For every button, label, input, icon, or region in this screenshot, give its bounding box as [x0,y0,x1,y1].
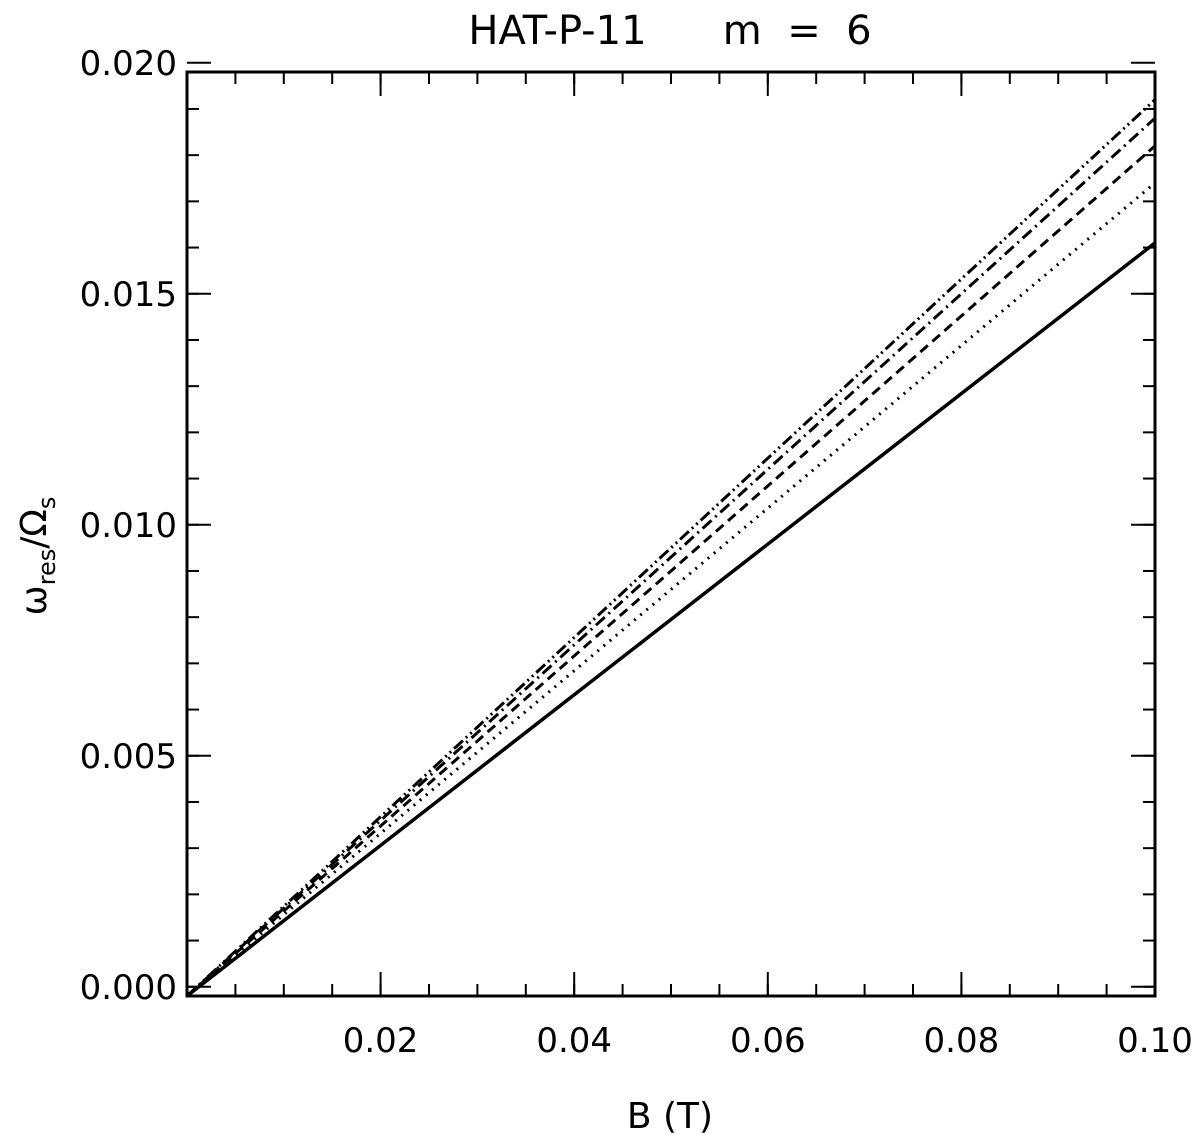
series-line-solid [185,241,1157,998]
plot-frame [185,70,1157,998]
y-tick-label: 0.015 [80,275,177,315]
x-tick-label: 0.02 [343,1021,419,1061]
series-line-dotted [186,181,1156,998]
x-axis-label: B (T) [627,1096,713,1137]
y-axis-label-slash: /Ω [14,509,55,549]
y-axis-label-main: ω [14,585,55,615]
svg-text:ωres/Ωs: ωres/Ωs [14,497,61,616]
x-tick-label: 0.06 [730,1021,806,1061]
series-line-dash-dot-dot [185,98,1157,998]
y-tick-label: 0.000 [80,968,177,1008]
chart-title: HAT-P-11 m = 6 [468,8,871,54]
x-tick-label: 0.04 [536,1021,612,1061]
y-axis-label: ωres/Ωs [14,497,61,616]
ticks-layer: 0.02 0.04 0.06 0.08 0.10 0.000 0.005 0.010 0.015… [80,44,1193,1061]
y-tick-label: 0.010 [80,506,177,546]
y-tick-label: 0.005 [80,737,177,777]
y-axis-label-sub2: s [33,497,61,510]
x-tick-label: 0.08 [924,1021,1000,1061]
y-axis-label-sub1: res [33,549,61,586]
series-line-dash-dot [185,117,1157,998]
x-tick-label: 0.10 [1117,1021,1193,1061]
series-layer [185,98,1157,998]
y-tick-label: 0.020 [80,44,177,84]
series-line-dashed [186,144,1156,998]
